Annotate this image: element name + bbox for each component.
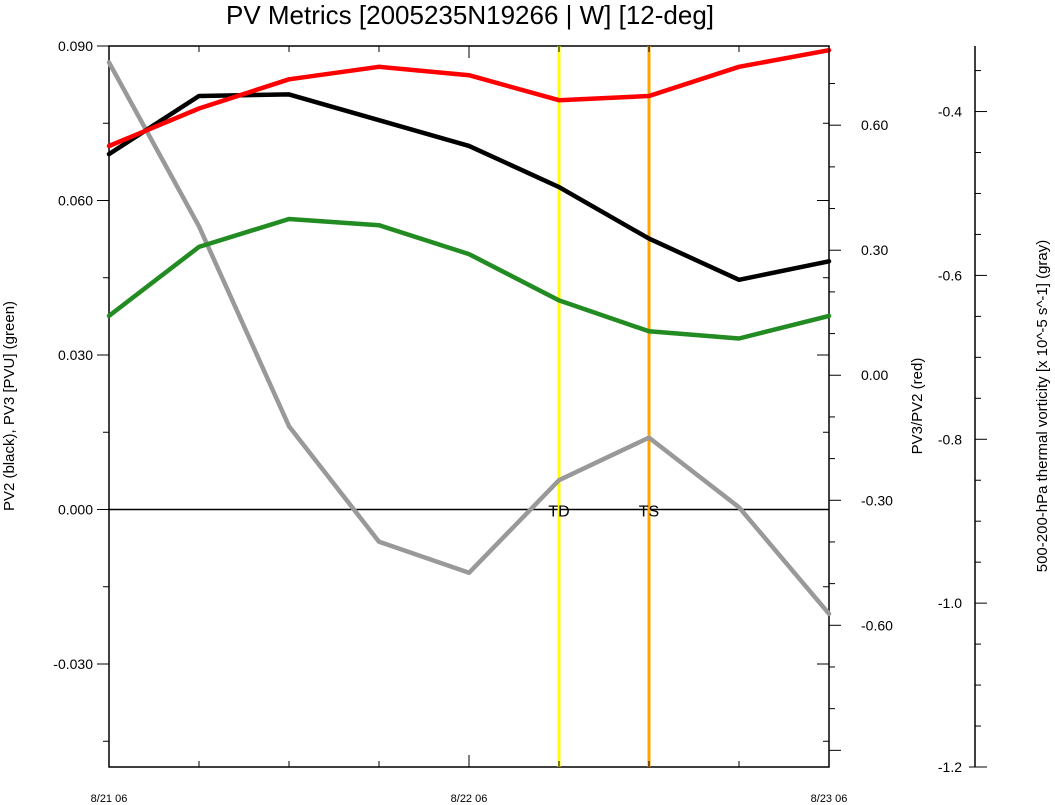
right-axis-tick-label: 0.60 [861, 117, 888, 133]
series-line-thermal-vorticity [106, 60, 832, 617]
x-axis-tick-label: 8/23 06 [811, 793, 848, 805]
axes: 0.090 0.060 0.030 0.000 -0.030 0.60 0.30 0.00 -0… [53, 38, 987, 805]
x-axis-tick-label: 8/22 06 [451, 793, 488, 805]
series-line-pv3 [106, 216, 832, 341]
series-line-pv2 [106, 92, 832, 283]
left-axis-tick-label: 0.060 [58, 193, 93, 209]
stage-markers: TD TS [548, 46, 659, 767]
far-right-axis-tick-label: -0.6 [938, 267, 962, 283]
stage-marker-label-td: TD [548, 504, 569, 521]
x-axis-tick-label: 8/21 06 [91, 793, 128, 805]
far-right-axis-tick-label: -0.8 [938, 431, 962, 447]
left-axis-tick-label: -0.030 [53, 656, 93, 672]
far-right-axis-tick-label: -1.0 [938, 595, 962, 611]
far-right-axis-tick-label: -0.4 [938, 104, 962, 120]
right-axis-tick-label: 0.00 [861, 367, 888, 383]
far-right-axis-title: 500-200-hPa thermal vorticity [x 10^-5 s… [1034, 240, 1051, 573]
stage-marker-label-ts: TS [639, 504, 659, 521]
left-axis-tick-label: 0.090 [58, 38, 93, 54]
plot-frame [108, 45, 830, 768]
right-axis-tick-label: 0.30 [861, 242, 888, 258]
plot-border [108, 45, 830, 768]
chart-title: PV Metrics [2005235N19266 | W] [12-deg] [226, 0, 714, 30]
left-axis-title: PV2 (black), PV3 [PVU] (green) [1, 301, 18, 511]
right-axis-tick-label: -0.30 [861, 492, 893, 508]
left-axis-tick-label: 0.030 [58, 347, 93, 363]
left-axis-tick-label: 0.000 [58, 502, 93, 518]
right-axis-tick-label: -0.60 [861, 617, 893, 633]
series-line-pv3-pv2 [106, 47, 832, 149]
far-right-axis-tick-label: -1.2 [938, 759, 962, 775]
series-lines [106, 47, 832, 617]
right-axis-title: PV3/PV2 (red) [909, 358, 926, 455]
